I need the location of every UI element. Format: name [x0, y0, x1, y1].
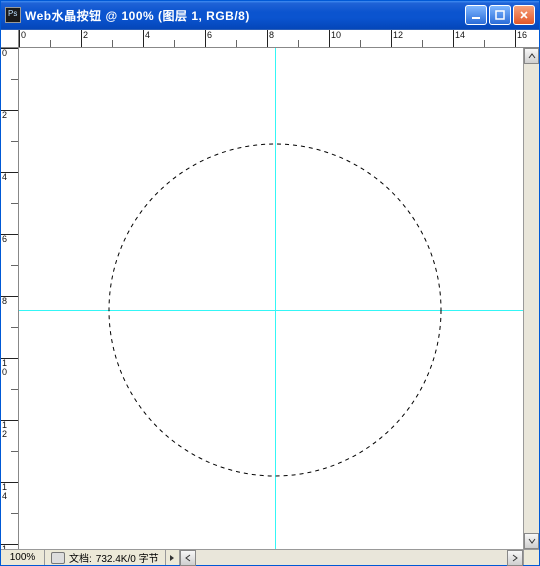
ruler-v-label: 0 [2, 49, 7, 58]
ruler-v-label: 4 [2, 173, 7, 182]
scroll-right-button[interactable] [507, 550, 523, 566]
status-menu-button[interactable] [166, 550, 180, 565]
chevron-up-icon [528, 52, 536, 60]
app-icon [5, 7, 21, 23]
scrollbar-vertical[interactable] [523, 48, 539, 549]
scroll-left-button[interactable] [180, 550, 196, 566]
scroll-v-track[interactable] [524, 64, 539, 533]
ruler-v-label: 16 [2, 545, 7, 549]
scroll-up-button[interactable] [524, 48, 539, 64]
ruler-origin[interactable] [1, 30, 19, 48]
ruler-h-label: 2 [83, 30, 88, 40]
guide-vertical[interactable] [275, 48, 276, 549]
workarea: 0 2 4 6 8 10 12 14 16 0 2 4 6 8 10 12 14 16 [1, 29, 539, 565]
ruler-v-label: 6 [2, 235, 7, 244]
close-icon [519, 10, 529, 20]
ruler-h-label: 8 [269, 30, 274, 40]
minimize-icon [471, 10, 481, 20]
ruler-v-label: 2 [2, 111, 7, 120]
status-bar: 100% 文档: 732.4K/0 字节 [1, 549, 539, 565]
maximize-button[interactable] [489, 5, 511, 25]
ruler-h-label: 6 [207, 30, 212, 40]
window-controls [465, 5, 535, 25]
scroll-h-track[interactable] [196, 550, 507, 565]
ruler-h-label: 0 [21, 30, 26, 40]
canvas[interactable] [19, 48, 523, 549]
status-doc-size[interactable]: 文档: 732.4K/0 字节 [45, 550, 166, 565]
chevron-right-icon [511, 554, 519, 562]
photoshop-doc-window: Web水晶按钮 @ 100% (图层 1, RGB/8) 0 2 4 6 8 10 12 14… [0, 0, 540, 566]
selection-marquee [19, 48, 523, 549]
ruler-vertical[interactable]: 0 2 4 6 8 10 12 14 16 [1, 48, 19, 549]
ruler-v-label: 12 [2, 421, 7, 439]
ruler-h-label: 10 [331, 30, 341, 40]
ruler-v-label: 10 [2, 359, 7, 377]
ruler-h-label: 4 [145, 30, 150, 40]
scroll-down-button[interactable] [524, 533, 539, 549]
maximize-icon [495, 10, 505, 20]
triangle-right-icon [168, 554, 176, 562]
guide-horizontal[interactable] [19, 310, 523, 311]
status-doc-label: 文档: [69, 550, 92, 565]
ruler-h-label: 16 [517, 30, 527, 40]
ruler-v-label: 14 [2, 483, 7, 501]
ruler-h-label: 12 [393, 30, 403, 40]
titlebar[interactable]: Web水晶按钮 @ 100% (图层 1, RGB/8) [1, 1, 539, 29]
body-row: 0 2 4 6 8 10 12 14 16 [1, 48, 539, 549]
disk-icon [51, 552, 65, 564]
scrollbar-horizontal[interactable] [180, 550, 523, 565]
ruler-horizontal[interactable]: 0 2 4 6 8 10 12 14 16 [19, 30, 539, 48]
chevron-down-icon [528, 537, 536, 545]
ruler-v-label: 8 [2, 297, 7, 306]
chevron-left-icon [184, 554, 192, 562]
zoom-field[interactable]: 100% [1, 550, 45, 565]
resize-grip[interactable] [523, 550, 539, 565]
window-title: Web水晶按钮 @ 100% (图层 1, RGB/8) [25, 7, 465, 24]
status-doc-value: 732.4K/0 字节 [96, 550, 159, 565]
close-button[interactable] [513, 5, 535, 25]
ruler-h-label: 14 [455, 30, 465, 40]
minimize-button[interactable] [465, 5, 487, 25]
